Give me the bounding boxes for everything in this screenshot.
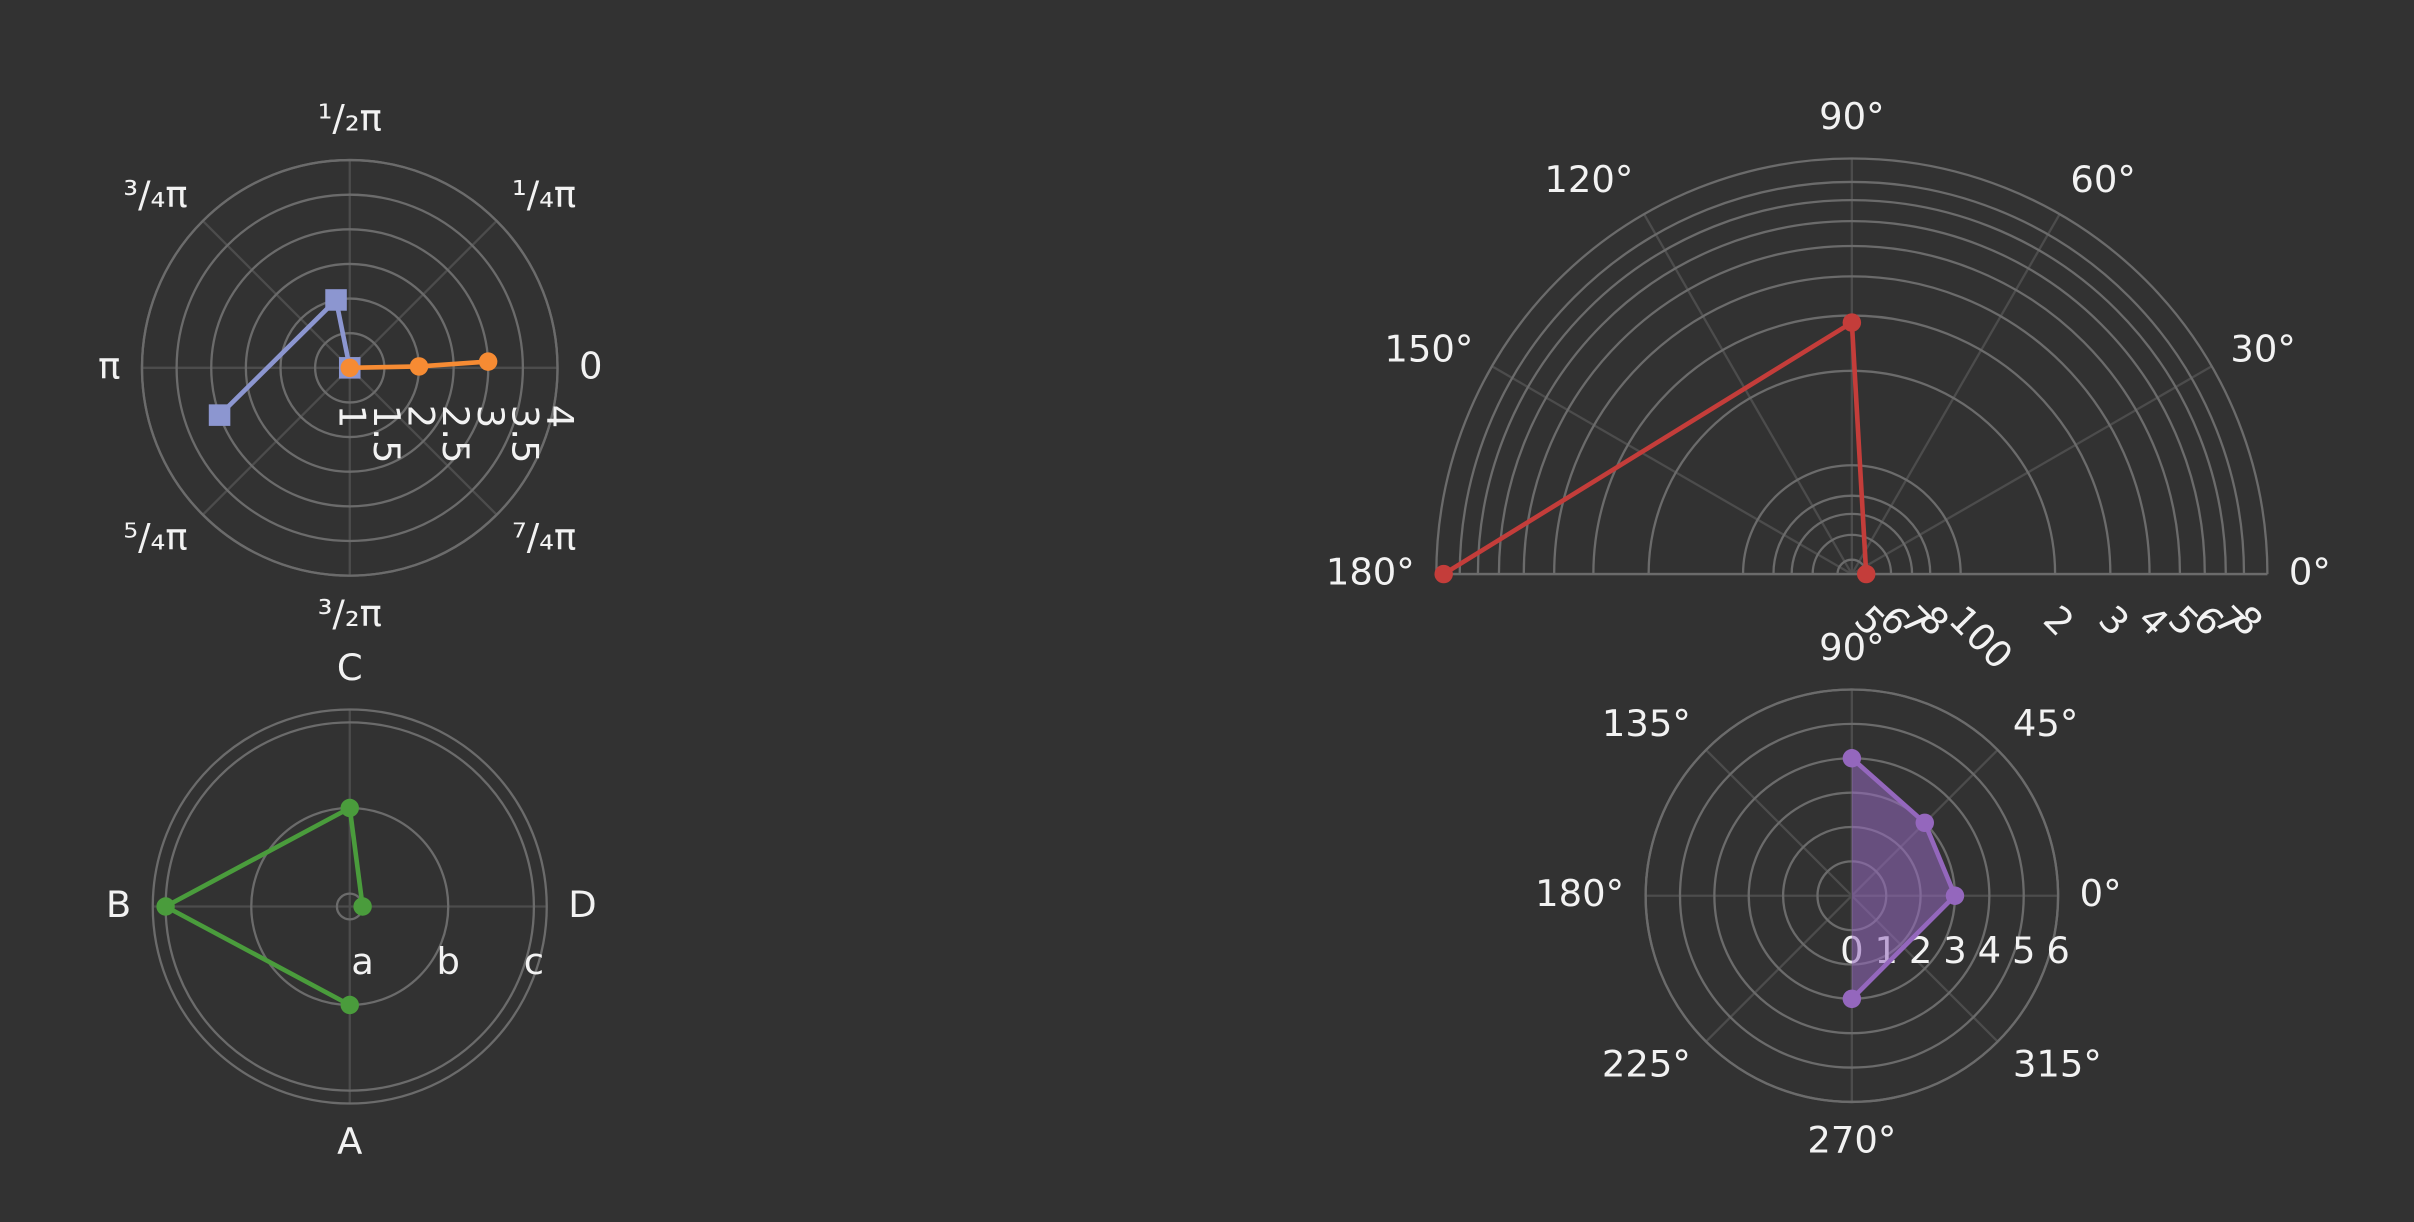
angular-tick-label: 90° xyxy=(1819,626,1884,669)
radial-tick-label: 6 xyxy=(2046,929,2070,972)
marker xyxy=(409,357,429,376)
radial-tick-label: c xyxy=(524,940,544,983)
radial-tick-label: b xyxy=(437,940,460,983)
line xyxy=(163,805,365,1008)
radial-grid-line xyxy=(244,262,455,473)
angular-tick-label: π xyxy=(98,344,120,387)
radial-grid-line xyxy=(1790,512,1914,575)
marker xyxy=(1915,813,1935,833)
angular-tick-label: A xyxy=(337,1120,362,1163)
angular-tick-label: 270° xyxy=(1807,1118,1896,1161)
angular-tick-label: 225° xyxy=(1602,1043,1691,1086)
radial-tick-label: 1.5 xyxy=(365,405,408,464)
radial-tick-label: a xyxy=(351,940,374,983)
marker xyxy=(325,289,347,311)
angular-tick-label: 30° xyxy=(2230,327,2295,370)
angular-tick-label: 60° xyxy=(2070,158,2135,201)
radial-grid-line xyxy=(1497,219,2206,575)
angular-tick-label: 120° xyxy=(1544,158,1633,201)
radial-grid-line xyxy=(1553,275,2151,575)
radial-grid-line xyxy=(1811,533,1893,575)
area xyxy=(1851,758,1955,999)
angular-grid-line xyxy=(1491,365,1853,576)
radial-grid-line xyxy=(1772,494,1932,575)
angular-tick-label: 180° xyxy=(1535,872,1624,915)
marker xyxy=(156,897,175,916)
angular-tick-label: C xyxy=(337,646,363,689)
radial-tick-label: 3 xyxy=(469,405,512,429)
angular-tick-label: ¹/₄π xyxy=(512,173,576,216)
radial-grid-line xyxy=(1476,198,2227,575)
radial-tick-label: 3.5 xyxy=(503,405,546,464)
angular-tick-label: ⁷/₄π xyxy=(512,516,576,559)
angular-tick-label: 135° xyxy=(1602,702,1691,745)
marker xyxy=(353,897,372,916)
polar-frame xyxy=(151,708,548,1105)
radial-tick-label: 4 xyxy=(1978,929,2002,972)
marker xyxy=(340,798,359,818)
radial-grid-line xyxy=(1522,244,2182,575)
radial-tick-label: 5 xyxy=(2012,929,2036,972)
radial-tick-label: 3 xyxy=(1943,929,1967,972)
radial-grid-line xyxy=(175,193,525,543)
angular-tick-label: ¹/₂π xyxy=(318,97,382,140)
marker xyxy=(1842,749,1862,768)
marker xyxy=(1434,564,1453,584)
radial-tick-label: 2 xyxy=(400,405,443,429)
polar-frame xyxy=(1644,688,2060,1104)
marker xyxy=(340,995,359,1015)
angular-tick-label: 45° xyxy=(2013,702,2078,745)
marker xyxy=(208,404,231,426)
radial-tick-label: 1 xyxy=(330,405,373,429)
radial-tick-label: 4 xyxy=(538,405,581,429)
radial-tick-label: 2.5 xyxy=(434,405,477,464)
angular-tick-label: ³/₂π xyxy=(318,592,382,635)
angular-tick-label: D xyxy=(568,883,596,926)
angular-grid-line xyxy=(1851,365,2213,576)
angular-grid-line xyxy=(1850,213,2061,575)
angular-tick-label: B xyxy=(106,883,131,926)
line xyxy=(1850,756,1958,1001)
angular-tick-label: 0° xyxy=(2289,551,2331,594)
marker xyxy=(1842,313,1862,332)
marker xyxy=(1945,886,1965,905)
angular-tick-label: 315° xyxy=(2013,1043,2102,1086)
angular-tick-label: 0° xyxy=(2080,872,2122,915)
angular-tick-label: 180° xyxy=(1326,551,1415,594)
marker xyxy=(340,358,359,378)
radial-tick-label: 2 xyxy=(1909,929,1933,972)
polar-frame xyxy=(140,158,559,577)
radial-grid-line xyxy=(1458,180,2246,575)
angular-tick-label: 150° xyxy=(1384,327,1473,370)
angular-tick-label: ³/₄π xyxy=(123,173,187,216)
polar-frame xyxy=(1435,157,2269,575)
radial-grid-line xyxy=(1647,369,2057,575)
marker xyxy=(478,352,498,371)
marker xyxy=(1856,564,1876,584)
angular-tick-label: ⁵/₄π xyxy=(123,516,187,559)
angular-tick-label: 90° xyxy=(1819,95,1884,138)
angular-tick-label: 0 xyxy=(579,344,603,387)
radial-grid-line xyxy=(1678,722,2025,1069)
marker xyxy=(1842,989,1862,1009)
radial-grid-line xyxy=(1741,464,1962,575)
angular-grid-line xyxy=(1643,213,1853,575)
